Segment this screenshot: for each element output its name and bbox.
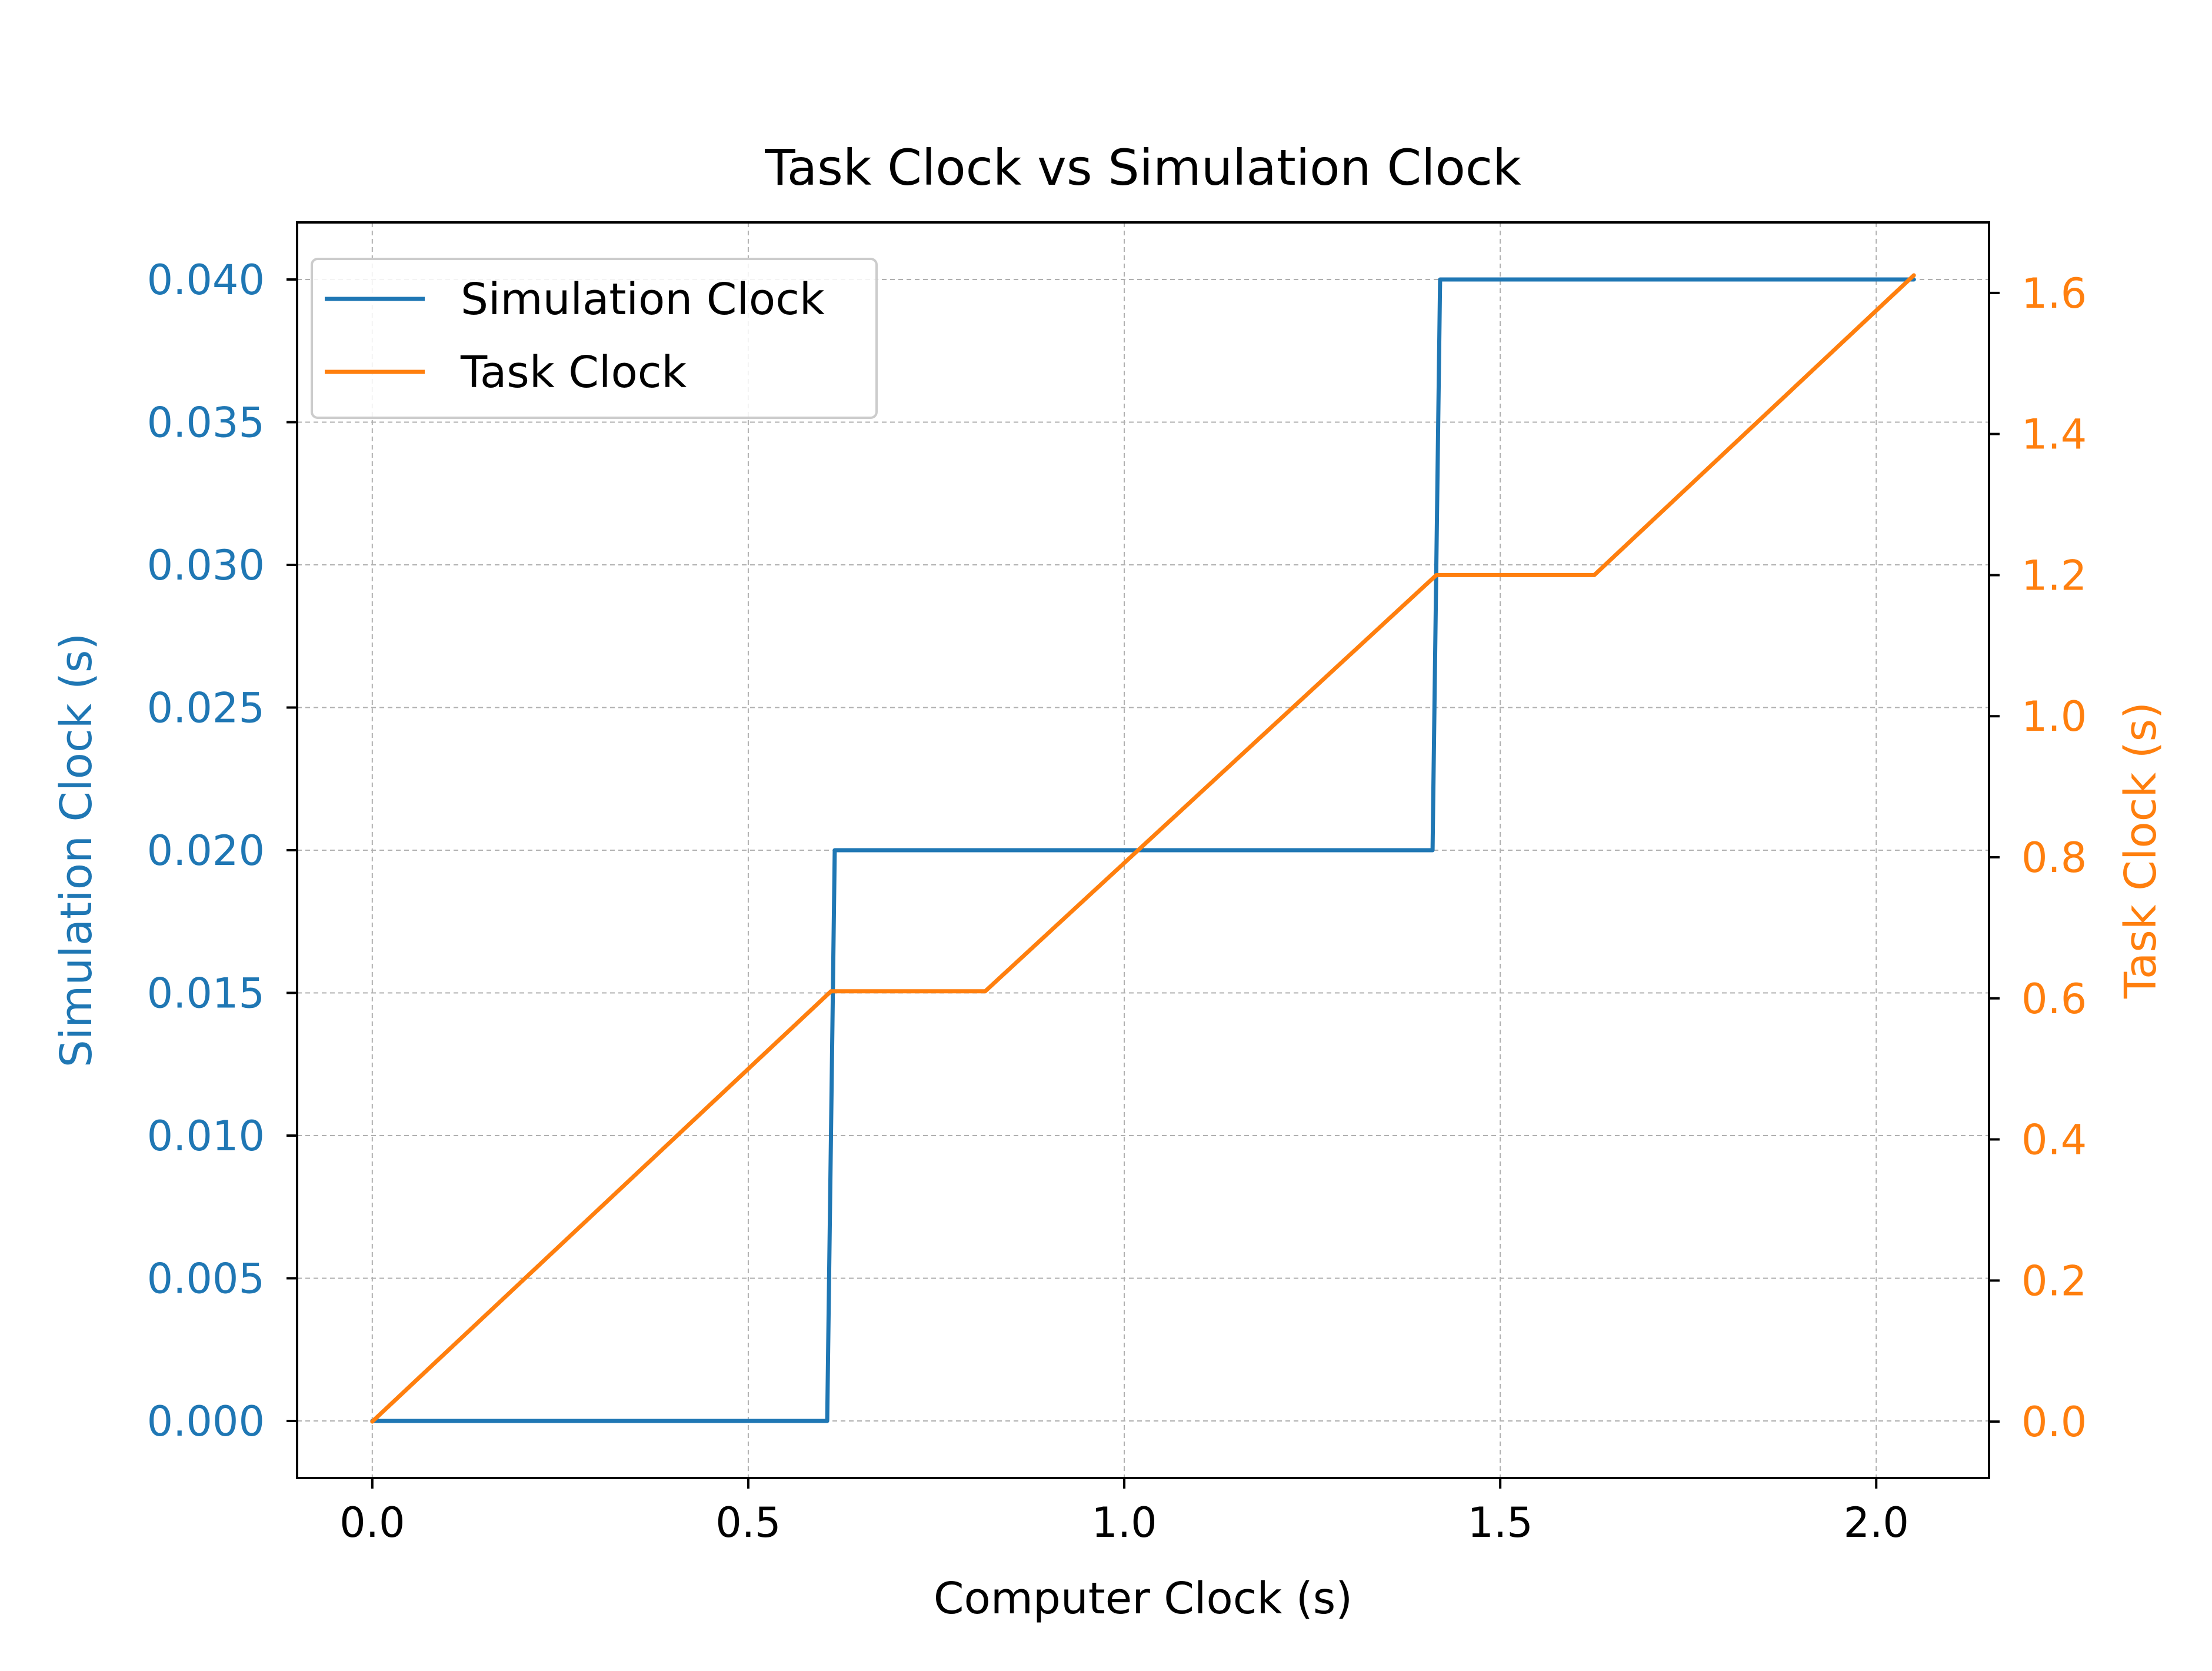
y-right-tick-label: 0.4 <box>2021 1116 2087 1164</box>
legend: Simulation Clock Task Clock <box>311 258 878 419</box>
x-axis: 0.0 0.5 1.0 1.5 2.0 <box>339 1478 1909 1547</box>
y-left-tick-label: 0.000 <box>147 1397 265 1446</box>
y-left-tick-label: 0.010 <box>147 1112 265 1160</box>
y-right-tick-label: 1.2 <box>2021 551 2087 600</box>
x-tick-label: 0.5 <box>715 1499 781 1547</box>
series-lines <box>370 273 1916 1424</box>
y-left-tick-label: 0.035 <box>147 399 265 447</box>
y-right-tick-label: 1.0 <box>2021 693 2087 741</box>
legend-label-task-clock: Task Clock <box>460 347 687 398</box>
y-left-tick-label: 0.030 <box>147 541 265 590</box>
y-right-tick-label: 1.6 <box>2021 269 2087 318</box>
x-tick-label: 0.0 <box>339 1499 405 1547</box>
x-axis-label: Computer Clock (s) <box>934 1573 1352 1624</box>
y-left-tick-label: 0.005 <box>147 1255 265 1303</box>
x-tick-label: 2.0 <box>1844 1499 1909 1547</box>
y-left-tick-label: 0.020 <box>147 827 265 875</box>
y-axis-right: 0.0 0.2 0.4 0.6 0.8 1.0 1.2 1.4 1.6 <box>1989 269 2087 1446</box>
y-left-tick-label: 0.025 <box>147 684 265 733</box>
y-right-tick-label: 0.0 <box>2021 1398 2087 1446</box>
x-tick-label: 1.5 <box>1467 1499 1533 1547</box>
y-right-tick-label: 0.2 <box>2021 1257 2087 1305</box>
y-axis-right-label: Task Clock (s) <box>2116 702 2166 999</box>
y-right-tick-label: 0.8 <box>2021 834 2087 882</box>
y-axis-left: 0.000 0.005 0.010 0.015 0.020 0.025 0.030 0.035… <box>147 256 297 1446</box>
y-left-tick-label: 0.015 <box>147 970 265 1018</box>
y-left-tick-label: 0.040 <box>147 256 265 304</box>
chart-title: Task Clock vs Simulation Clock <box>764 139 1521 197</box>
y-right-tick-label: 0.6 <box>2021 975 2087 1023</box>
legend-box <box>311 258 878 419</box>
y-axis-left-label: Simulation Clock (s) <box>51 633 102 1068</box>
legend-label-simulation-clock: Simulation Clock <box>461 274 825 325</box>
x-tick-label: 1.0 <box>1091 1499 1157 1547</box>
y-right-tick-label: 1.4 <box>2021 411 2087 459</box>
series-line-simulation-clock <box>370 277 1916 1423</box>
series-line-task-clock <box>370 273 1916 1424</box>
